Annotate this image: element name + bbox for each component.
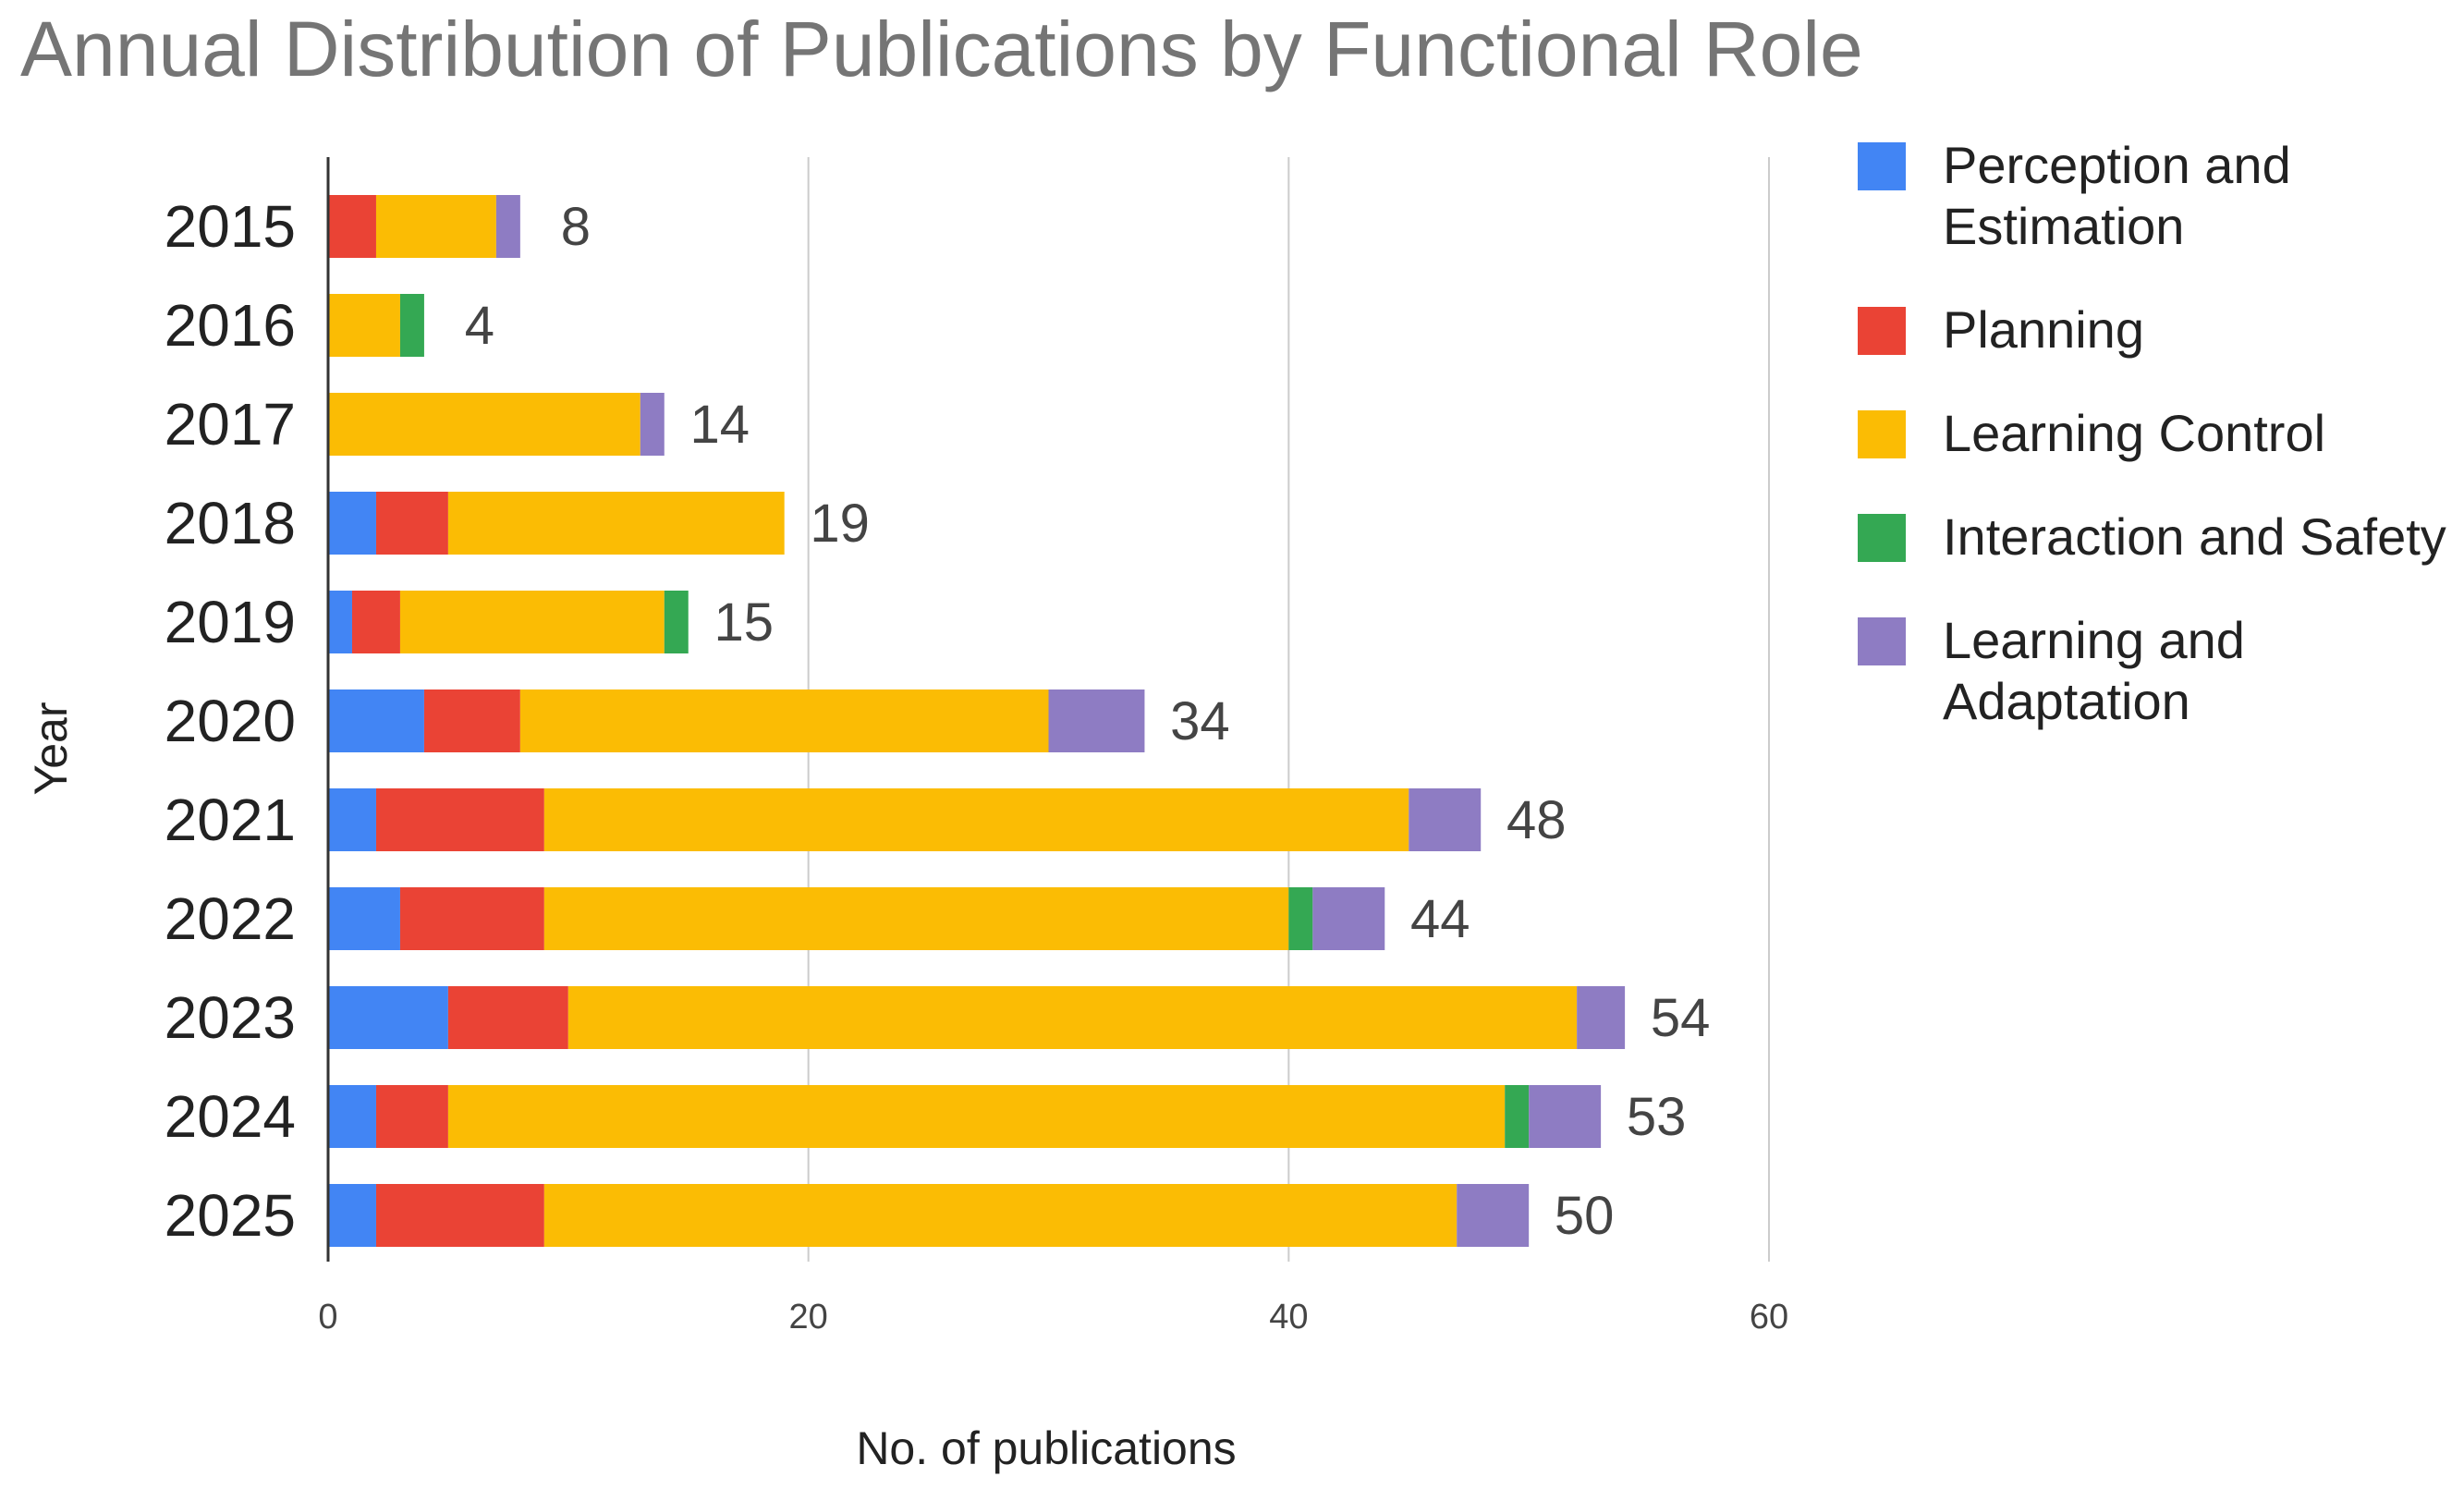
bar-segment bbox=[328, 986, 448, 1049]
bar-segment bbox=[567, 986, 1578, 1049]
legend-swatch bbox=[1858, 142, 1906, 190]
bar-total-label: 15 bbox=[714, 592, 774, 653]
y-category-label: 2019 bbox=[165, 589, 296, 655]
legend-label: Learning and bbox=[1943, 611, 2245, 669]
y-category-label: 2021 bbox=[165, 787, 296, 853]
x-tick-label: 20 bbox=[789, 1298, 828, 1336]
legend-swatch bbox=[1858, 307, 1906, 355]
legend-label: Adaptation bbox=[1943, 672, 2190, 730]
bar-segment bbox=[640, 393, 665, 456]
axes: 0 20 40 60 bbox=[318, 157, 1788, 1336]
bar-segment bbox=[375, 195, 496, 258]
bar-total-label: 19 bbox=[810, 494, 870, 554]
bar-segment bbox=[447, 986, 568, 1049]
bar-segment bbox=[328, 1184, 376, 1247]
bar-segment bbox=[519, 689, 1049, 752]
bar-total-label: 14 bbox=[690, 395, 750, 455]
bar-segment bbox=[1048, 689, 1145, 752]
bar-segment bbox=[399, 591, 665, 653]
legend-item: Learning Control bbox=[1858, 404, 2325, 462]
y-category-label: 2025 bbox=[165, 1182, 296, 1249]
bar-segment bbox=[328, 1085, 376, 1148]
y-category-label: 2018 bbox=[165, 490, 296, 556]
y-axis-title: Year bbox=[25, 702, 77, 795]
y-category-label: 2023 bbox=[165, 984, 296, 1051]
bars bbox=[328, 195, 1626, 1247]
bar-segment bbox=[1457, 1184, 1530, 1247]
legend-label: Planning bbox=[1943, 300, 2144, 359]
legend-label: Learning Control bbox=[1943, 404, 2325, 462]
y-category-label: 2022 bbox=[165, 885, 296, 952]
bar-total-label: 34 bbox=[1170, 691, 1230, 751]
legend-swatch bbox=[1858, 617, 1906, 665]
bar-segment bbox=[328, 887, 400, 950]
bar-segment bbox=[375, 788, 544, 851]
bar-segment bbox=[328, 195, 376, 258]
y-category-label: 2020 bbox=[165, 688, 296, 754]
bar-segment bbox=[1409, 788, 1482, 851]
y-category-label: 2016 bbox=[165, 292, 296, 359]
bar-total-label: 8 bbox=[561, 197, 591, 257]
bar-segment bbox=[328, 492, 376, 555]
bar-segment bbox=[1577, 986, 1626, 1049]
bar-segment bbox=[447, 492, 785, 555]
data-labels: 2015 8 2016 4 2017 14 2018 19 2019 15 2020 34 2021 48… bbox=[165, 193, 1711, 1249]
bar-total-label: 50 bbox=[1555, 1186, 1615, 1246]
bar-segment bbox=[328, 591, 352, 653]
y-category-label: 2017 bbox=[165, 391, 296, 458]
bar-total-label: 53 bbox=[1627, 1087, 1687, 1147]
bar-total-label: 4 bbox=[465, 296, 494, 356]
bar-segment bbox=[543, 788, 1409, 851]
bar-segment bbox=[375, 1184, 544, 1247]
bar-total-label: 48 bbox=[1506, 790, 1567, 850]
bar-total-label: 44 bbox=[1410, 889, 1470, 949]
y-category-label: 2024 bbox=[165, 1083, 296, 1150]
bar-segment bbox=[328, 788, 376, 851]
bar-segment bbox=[1312, 887, 1385, 950]
legend-label: Interaction and Safety bbox=[1943, 507, 2446, 566]
legend-label: Estimation bbox=[1943, 197, 2184, 255]
bar-segment bbox=[423, 689, 520, 752]
x-tick-label: 40 bbox=[1269, 1298, 1308, 1336]
bar-segment bbox=[543, 1184, 1458, 1247]
bar-total-label: 54 bbox=[1651, 988, 1711, 1048]
bar-segment bbox=[328, 294, 400, 357]
chart-title: Annual Distribution of Publications by F… bbox=[20, 6, 1863, 92]
bar-segment bbox=[375, 492, 448, 555]
x-axis-title: No. of publications bbox=[856, 1422, 1236, 1474]
y-category-label: 2015 bbox=[165, 193, 296, 260]
bar-segment bbox=[328, 393, 640, 456]
bar-segment bbox=[447, 1085, 1506, 1148]
bar-segment bbox=[328, 689, 424, 752]
bar-segment bbox=[351, 591, 400, 653]
x-tick-label: 60 bbox=[1750, 1298, 1788, 1336]
legend-label: Perception and bbox=[1943, 136, 2291, 194]
legend-swatch bbox=[1858, 410, 1906, 458]
legend-item: Planning bbox=[1858, 300, 2144, 359]
bar-segment bbox=[399, 887, 544, 950]
x-tick-label: 0 bbox=[318, 1298, 337, 1336]
bar-segment bbox=[399, 294, 424, 357]
bar-segment bbox=[664, 591, 689, 653]
bar-segment bbox=[375, 1085, 448, 1148]
bar-segment bbox=[543, 887, 1289, 950]
bar-segment bbox=[1505, 1085, 1530, 1148]
legend-item: Interaction and Safety bbox=[1858, 507, 2446, 566]
bar-segment bbox=[495, 195, 520, 258]
legend-swatch bbox=[1858, 514, 1906, 562]
bar-segment bbox=[1529, 1085, 1602, 1148]
bar-segment bbox=[1288, 887, 1313, 950]
